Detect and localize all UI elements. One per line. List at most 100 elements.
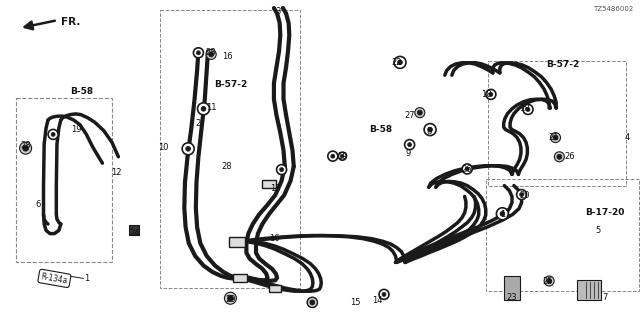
- Text: 28: 28: [20, 141, 31, 150]
- Circle shape: [424, 124, 436, 136]
- Circle shape: [550, 132, 561, 143]
- Text: 19: 19: [72, 125, 82, 134]
- Circle shape: [404, 140, 415, 150]
- Text: 8: 8: [426, 127, 431, 136]
- Text: B-58: B-58: [369, 125, 392, 134]
- Circle shape: [51, 132, 55, 136]
- Circle shape: [553, 135, 558, 140]
- Bar: [486, 179, 639, 291]
- Circle shape: [339, 152, 346, 160]
- Circle shape: [341, 155, 344, 158]
- Circle shape: [408, 143, 412, 147]
- Circle shape: [520, 193, 524, 196]
- Text: 7: 7: [602, 293, 607, 302]
- Text: 22: 22: [392, 58, 402, 67]
- Circle shape: [201, 107, 206, 111]
- Bar: [262, 180, 276, 188]
- Circle shape: [547, 278, 552, 284]
- Bar: [504, 276, 520, 300]
- Circle shape: [196, 51, 200, 55]
- Text: 28: 28: [206, 48, 216, 57]
- Circle shape: [489, 92, 493, 96]
- Text: 2: 2: [196, 119, 201, 128]
- Circle shape: [465, 167, 469, 171]
- Circle shape: [307, 297, 317, 308]
- Bar: [129, 225, 140, 235]
- Circle shape: [22, 145, 29, 151]
- Text: 16: 16: [269, 234, 279, 243]
- Text: 3: 3: [276, 7, 281, 16]
- Bar: [229, 236, 245, 247]
- Circle shape: [276, 164, 287, 175]
- Text: 1: 1: [84, 274, 89, 283]
- Circle shape: [280, 168, 284, 172]
- Circle shape: [415, 108, 425, 118]
- Text: 26: 26: [462, 165, 472, 174]
- Circle shape: [206, 49, 216, 60]
- Text: 18: 18: [481, 90, 492, 99]
- Circle shape: [48, 129, 58, 140]
- Circle shape: [328, 151, 338, 161]
- Text: 14: 14: [372, 296, 383, 305]
- Text: 23: 23: [507, 293, 517, 302]
- Circle shape: [227, 295, 234, 301]
- Text: 10: 10: [158, 143, 168, 152]
- Circle shape: [554, 152, 564, 162]
- Circle shape: [500, 212, 505, 216]
- Circle shape: [225, 292, 236, 304]
- Circle shape: [209, 52, 214, 57]
- Circle shape: [544, 276, 554, 286]
- Text: 17: 17: [500, 210, 511, 219]
- Circle shape: [428, 127, 433, 132]
- Text: 25: 25: [542, 277, 552, 286]
- Text: 12: 12: [111, 168, 122, 177]
- Circle shape: [307, 297, 317, 308]
- Text: TZ5486002: TZ5486002: [593, 6, 634, 12]
- Circle shape: [497, 208, 508, 220]
- Circle shape: [310, 300, 315, 305]
- Circle shape: [394, 56, 406, 68]
- Text: B-17-20: B-17-20: [585, 208, 625, 217]
- Circle shape: [523, 104, 533, 115]
- Text: 28: 28: [222, 162, 232, 171]
- Text: 5: 5: [596, 226, 601, 235]
- Text: 29: 29: [225, 295, 236, 304]
- Text: 21: 21: [548, 133, 559, 142]
- Text: B-57-2: B-57-2: [547, 60, 580, 68]
- Text: 11: 11: [206, 103, 216, 112]
- Text: 26: 26: [564, 152, 575, 161]
- Circle shape: [198, 103, 209, 115]
- Text: 24: 24: [129, 229, 140, 238]
- Text: 19: 19: [337, 152, 348, 161]
- Bar: [160, 10, 300, 288]
- Circle shape: [331, 154, 335, 158]
- Text: 9: 9: [406, 149, 411, 158]
- Circle shape: [516, 189, 527, 200]
- Circle shape: [417, 110, 422, 115]
- Circle shape: [382, 292, 386, 296]
- Circle shape: [379, 289, 389, 300]
- Text: 16: 16: [222, 52, 232, 60]
- Text: B-58: B-58: [70, 87, 93, 96]
- Circle shape: [462, 164, 472, 174]
- Bar: [577, 280, 601, 300]
- Bar: [16, 98, 112, 262]
- Text: 6: 6: [36, 200, 41, 209]
- Text: 15: 15: [350, 298, 360, 307]
- Circle shape: [557, 154, 562, 159]
- Bar: [233, 274, 247, 282]
- Bar: [269, 284, 281, 292]
- Bar: [488, 61, 626, 186]
- Circle shape: [526, 108, 530, 111]
- Text: R-134a: R-134a: [40, 272, 68, 285]
- Text: 18: 18: [520, 104, 530, 113]
- Text: 13: 13: [270, 184, 280, 193]
- Text: B-57-2: B-57-2: [214, 80, 247, 89]
- Circle shape: [186, 147, 191, 151]
- Text: 4: 4: [625, 133, 630, 142]
- Text: FR.: FR.: [61, 17, 80, 27]
- Circle shape: [310, 300, 314, 304]
- Text: 20: 20: [520, 191, 530, 200]
- Circle shape: [182, 143, 194, 155]
- Circle shape: [20, 142, 31, 154]
